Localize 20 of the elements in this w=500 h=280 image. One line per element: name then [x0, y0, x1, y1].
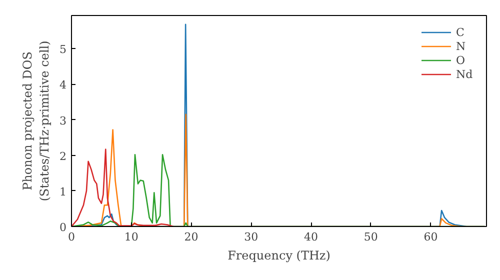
line-series	[72, 148, 174, 226]
y-axis-title: Phonon projected DOS (States/THz·primitive cell)	[20, 40, 52, 202]
y-tick-label: 5	[60, 43, 66, 56]
y-tick-label: 3	[60, 114, 66, 128]
y-tick-label: 2	[60, 150, 66, 163]
y-tick-label: 0	[60, 221, 66, 234]
x-tick-label: 60	[424, 230, 438, 244]
legend-label: N	[456, 39, 467, 53]
legend-label: Nd	[456, 67, 474, 81]
legend-label: O	[456, 53, 466, 67]
legend-label: C	[456, 25, 466, 39]
x-tick-label: 10	[124, 230, 138, 244]
x-axis-title: Frequency (THz)	[228, 248, 330, 262]
x-tick-label: 40	[304, 230, 318, 244]
x-tick-label: 20	[184, 230, 198, 244]
x-tick-label: 50	[364, 230, 378, 244]
y-tick-label: 1	[60, 185, 66, 198]
y-tick-label: 4	[60, 78, 66, 92]
x-tick-label: 30	[244, 230, 258, 244]
x-tick-label: 0	[68, 230, 75, 244]
